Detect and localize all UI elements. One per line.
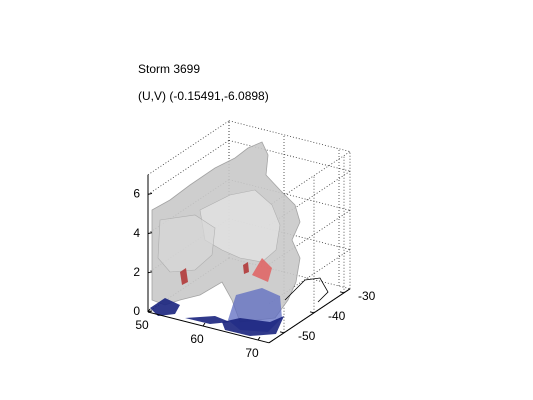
box-edge xyxy=(228,120,351,152)
box-edge xyxy=(147,120,230,176)
grid-line xyxy=(147,140,230,195)
z-tick-label: 4 xyxy=(133,226,140,240)
x-tick-label: 70 xyxy=(245,346,259,360)
x-axis xyxy=(147,311,270,344)
z-tick xyxy=(147,271,153,274)
z-tick xyxy=(147,232,153,235)
x-tick-label: 60 xyxy=(190,332,204,346)
y-tick-label: -50 xyxy=(298,329,316,343)
x-tick xyxy=(202,322,206,327)
y-tick-label: -30 xyxy=(358,289,376,303)
box-edge xyxy=(268,151,351,206)
y-tick xyxy=(279,331,285,334)
y-tick xyxy=(309,311,315,314)
y-tick-label: -40 xyxy=(328,309,346,323)
y-axis xyxy=(268,288,351,344)
axes: 50 60 70 -50 -40 -30 0 2 4 6 xyxy=(133,174,376,360)
chart-title: Storm 3699 xyxy=(138,62,200,76)
z-tick xyxy=(147,310,153,313)
z-tick-label: 2 xyxy=(133,265,140,279)
x-tick-label: 50 xyxy=(135,318,149,332)
x-tick xyxy=(257,336,261,341)
z-tick-label: 0 xyxy=(133,304,140,318)
z-tick-label: 6 xyxy=(133,187,140,201)
y-tick xyxy=(339,291,345,294)
chart-subtitle: (U,V) (-0.15491,-6.0898) xyxy=(138,89,269,103)
z-tick xyxy=(147,192,153,195)
isosurface xyxy=(150,141,329,336)
